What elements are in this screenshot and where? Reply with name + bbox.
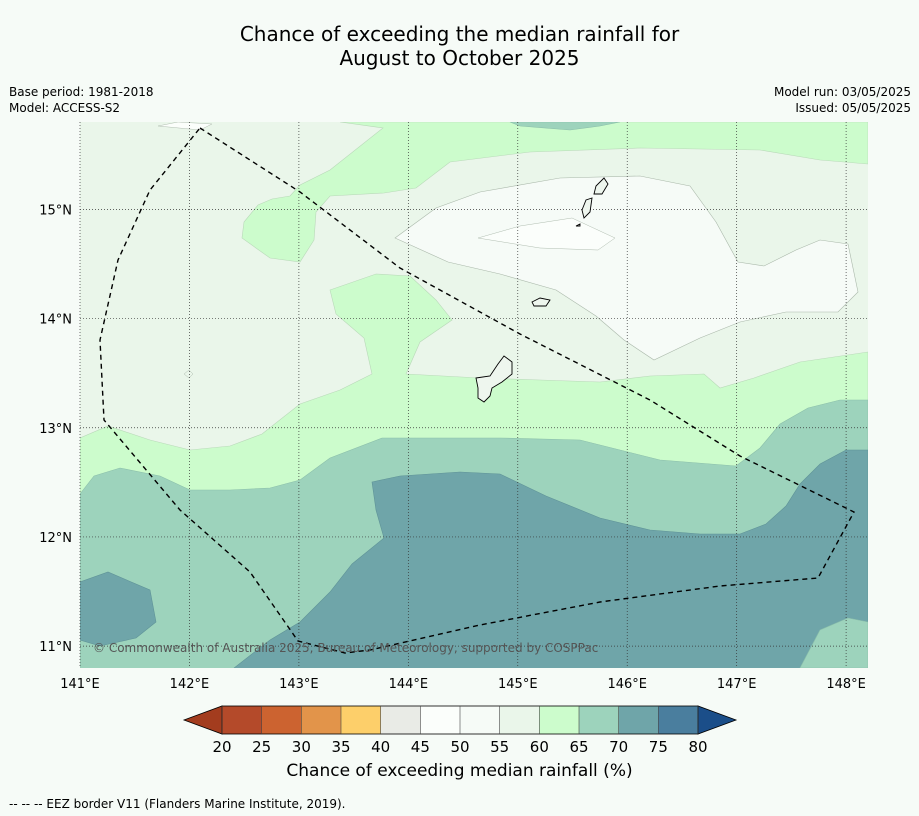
latitude-labels: 11°N 12°N 13°N 14°N 15°N xyxy=(39,203,72,655)
colorbar-over-arrow xyxy=(697,705,738,735)
longitude-tick-label: 146°E xyxy=(607,677,647,692)
contour-45-50-dot xyxy=(183,369,194,379)
colorbar-swatch xyxy=(380,706,421,734)
latitude-tick-label: 11°N xyxy=(39,640,72,655)
contour-70-75-west xyxy=(80,571,157,647)
colorbar-swatch xyxy=(460,706,500,734)
meta-left: Base period: 1981-2018 Model: ACCESS-S2 xyxy=(9,84,154,116)
colorbar-tick-label: 60 xyxy=(530,738,549,756)
islands xyxy=(475,177,609,403)
contour-45-50-northwest xyxy=(157,122,213,131)
colorbar-tick-label: 80 xyxy=(688,738,707,756)
island-rota xyxy=(531,297,551,307)
colorbar-under-arrow xyxy=(182,705,223,735)
island-tinian xyxy=(581,197,593,219)
colorbar-tick-label: 70 xyxy=(609,738,628,756)
copyright-text: © Commonwealth of Australia 2025, Bureau… xyxy=(93,641,598,655)
colorbar-tick-label: 55 xyxy=(490,738,509,756)
colorbar-swatch xyxy=(261,706,302,734)
eez-legend-note: -- -- -- EEZ border V11 (Flanders Marine… xyxy=(9,797,346,811)
colorbar-label: Chance of exceeding median rainfall (%) xyxy=(286,761,633,781)
colorbar-tick-label: 20 xyxy=(212,738,231,756)
latitude-tick-label: 12°N xyxy=(39,531,72,546)
colorbar-swatch xyxy=(579,706,619,734)
colorbar-swatch xyxy=(499,706,540,734)
colorbar-tick-label: 25 xyxy=(252,738,271,756)
model-run: Model run: 03/05/2025 xyxy=(773,85,911,99)
longitude-tick-label: 145°E xyxy=(498,677,538,692)
island-guam xyxy=(475,355,513,403)
meta-right: Model run: 03/05/2025 Issued: 05/05/2025 xyxy=(774,84,911,116)
latitude-tick-label: 13°N xyxy=(39,422,72,437)
colorbar-tick-label: 30 xyxy=(292,738,311,756)
longitude-tick-label: 141°E xyxy=(60,677,100,692)
colorbar-tick-label: 35 xyxy=(331,738,350,756)
model-name: Model: ACCESS-S2 xyxy=(9,101,121,115)
map-title: Chance of exceeding the median rainfall … xyxy=(0,22,919,70)
latitude-tick-label: 15°N xyxy=(39,203,72,218)
colorbar-tick-label: 45 xyxy=(411,738,430,756)
contour-50-55-center xyxy=(394,175,859,361)
issued-date: Issued: 05/05/2025 xyxy=(795,101,911,115)
title-line-2: August to October 2025 xyxy=(339,46,580,70)
colorbar-swatch xyxy=(420,706,460,734)
colorbar: 20 25 30 35 40 45 50 55 60 65 70 75 80 xyxy=(182,705,738,756)
island-saipan xyxy=(593,177,609,195)
title-line-1: Chance of exceeding the median rainfall … xyxy=(239,22,680,46)
latitude-tick-label: 14°N xyxy=(39,313,72,328)
longitude-tick-label: 143°E xyxy=(279,677,319,692)
colorbar-swatch xyxy=(341,706,381,734)
contour-60-65-north xyxy=(241,122,868,263)
colorbar-tick-label: 65 xyxy=(569,738,588,756)
colorbar-tick-label: 50 xyxy=(450,738,469,756)
eez-border xyxy=(99,127,855,654)
forecast-map: © Commonwealth of Australia 2025, Bureau… xyxy=(39,122,868,756)
contour-65-70-north xyxy=(509,122,621,131)
colorbar-swatch xyxy=(301,706,341,734)
colorbar-swatch xyxy=(222,706,262,734)
colorbar-swatch xyxy=(618,706,659,734)
colorbar-swatch xyxy=(539,706,579,734)
contour-45-50-center xyxy=(477,217,616,251)
contour-65-70-southeast xyxy=(799,617,868,668)
island-aguijan xyxy=(575,223,581,227)
colorbar-tick-label: 75 xyxy=(649,738,668,756)
graticule xyxy=(79,122,868,668)
colorbar-swatch xyxy=(658,706,698,734)
longitude-tick-label: 148°E xyxy=(826,677,866,692)
contour-70-75-south xyxy=(233,449,868,668)
longitude-labels: 141°E 142°E 143°E 144°E 145°E 146°E 147°E 148°E xyxy=(60,677,866,692)
longitude-tick-label: 147°E xyxy=(717,677,757,692)
longitude-tick-label: 142°E xyxy=(170,677,210,692)
base-period: Base period: 1981-2018 xyxy=(9,85,154,99)
colorbar-tick-label: 40 xyxy=(371,738,390,756)
longitude-tick-label: 144°E xyxy=(389,677,429,692)
